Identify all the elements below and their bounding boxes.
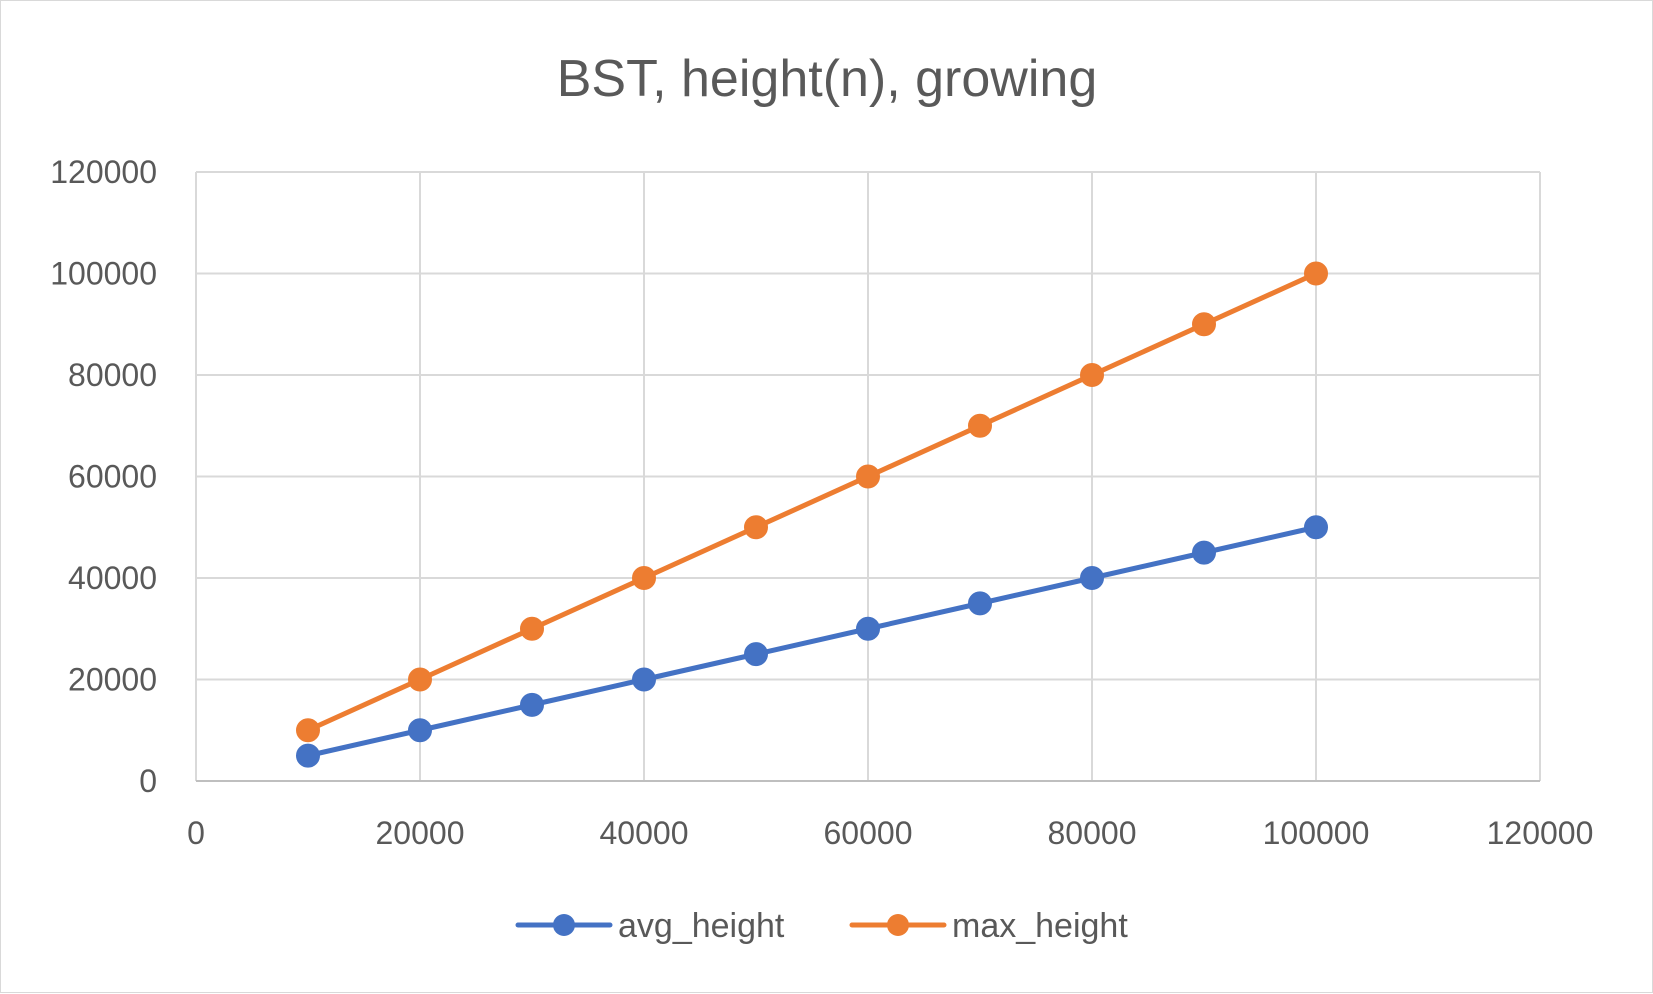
y-tick-label: 80000	[68, 357, 157, 393]
legend: avg_height max_height	[515, 907, 1128, 945]
y-tick-label: 60000	[68, 459, 157, 495]
data-point-avg_height	[856, 616, 880, 641]
y-tick-label: 40000	[68, 560, 157, 596]
x-tick-label: 20000	[376, 815, 465, 851]
x-tick-label: 0	[187, 815, 205, 851]
x-tick-label: 120000	[1487, 815, 1594, 851]
series-group	[296, 261, 1328, 768]
y-tick-label: 20000	[68, 662, 157, 698]
series-line-avg_height	[305, 524, 1319, 759]
data-point-avg_height	[1080, 566, 1104, 590]
data-point-avg_height	[1192, 540, 1216, 565]
data-point-max_height	[1192, 312, 1216, 337]
data-point-avg_height	[632, 667, 656, 692]
y-tick-label: 0	[139, 763, 157, 799]
data-point-max_height	[520, 616, 544, 641]
data-point-max_height	[632, 566, 656, 590]
x-tick-label: 100000	[1263, 815, 1370, 851]
x-tick-label: 40000	[600, 815, 689, 851]
data-point-avg_height	[1304, 515, 1328, 540]
data-point-avg_height	[968, 591, 992, 616]
data-point-avg_height	[408, 718, 432, 743]
data-point-max_height	[296, 718, 320, 743]
data-point-max_height	[744, 515, 768, 540]
x-tick-label: 80000	[1048, 815, 1137, 851]
data-point-max_height	[1080, 363, 1104, 387]
data-point-avg_height	[744, 642, 768, 667]
data-point-max_height	[968, 413, 992, 438]
legend-marker-max_height	[887, 914, 909, 936]
series-line-max_height	[305, 271, 1319, 733]
y-tick-label: 100000	[50, 256, 157, 292]
legend-label-max_height: max_height	[952, 907, 1128, 945]
legend-label-avg_height: avg_height	[618, 907, 785, 945]
chart-title: BST, height(n), growing	[557, 50, 1098, 108]
data-point-max_height	[1304, 261, 1328, 286]
data-point-avg_height	[296, 743, 320, 768]
data-point-avg_height	[520, 692, 544, 717]
data-point-max_height	[408, 667, 432, 692]
y-tick-label: 120000	[50, 154, 157, 190]
axes: 0 20000 40000 60000 80000 100000 120000 0 20000 4…	[50, 154, 1593, 851]
legend-marker-avg_height	[553, 914, 575, 936]
x-tick-label: 60000	[824, 815, 913, 851]
data-point-max_height	[856, 464, 880, 489]
